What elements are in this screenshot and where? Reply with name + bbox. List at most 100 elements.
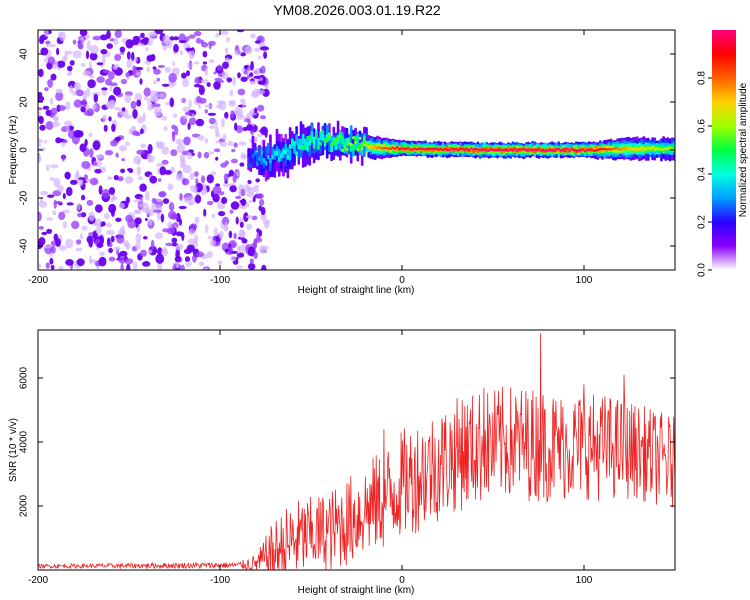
noise-blob: [121, 107, 126, 112]
signal-cell: [548, 149, 552, 152]
signal-cell: [470, 147, 473, 150]
noise-blob: [142, 37, 149, 43]
signal-cell: [358, 142, 362, 150]
signal-cell: [371, 145, 375, 149]
signal-cell: [638, 147, 641, 151]
noise-blob: [135, 240, 141, 251]
signal-cell: [509, 148, 512, 151]
signal-cell: [332, 142, 336, 146]
signal-cell: [432, 147, 436, 150]
noise-blob: [254, 40, 261, 44]
noise-blob: [158, 92, 165, 99]
noise-blob: [209, 117, 216, 125]
noise-blob: [224, 160, 229, 166]
noise-blob: [72, 50, 82, 59]
noise-blob: [147, 143, 153, 154]
noise-blob: [198, 85, 205, 96]
noise-blob: [247, 179, 252, 185]
noise-blob: [157, 64, 165, 69]
noise-blob: [128, 168, 134, 173]
noise-blob: [49, 177, 55, 181]
noise-blob: [114, 53, 122, 62]
signal-cell: [354, 141, 357, 145]
noise-blob: [86, 87, 91, 98]
noise-blob: [198, 105, 202, 109]
signal-cell: [291, 139, 294, 145]
noise-blob: [188, 228, 196, 236]
signal-cell: [295, 151, 298, 156]
signal-cell: [439, 148, 443, 150]
noise-blob: [38, 138, 43, 144]
signal-cell: [304, 145, 307, 150]
noise-blob: [126, 59, 133, 68]
noise-blob: [38, 153, 41, 163]
snr-x-axis-title: Height of straight line (km): [298, 585, 415, 596]
noise-blob: [80, 62, 86, 68]
noise-blob: [223, 173, 229, 182]
noise-blob: [232, 76, 237, 87]
noise-blob: [99, 251, 105, 257]
signal-track: [247, 120, 675, 182]
noise-blob: [234, 122, 238, 131]
signal-cell: [404, 148, 408, 150]
signal-cell: [249, 153, 253, 163]
signal-cell: [465, 148, 469, 150]
signal-cell: [382, 146, 386, 150]
signal-cell: [655, 147, 659, 150]
noise-blob: [174, 125, 179, 136]
noise-blob: [102, 69, 111, 74]
noise-blob: [151, 201, 158, 212]
signal-cell: [487, 150, 491, 152]
noise-blob: [180, 158, 186, 167]
signal-cell: [408, 148, 412, 151]
noise-blob: [95, 154, 105, 159]
spectrogram-y-axis-title: Frequency (Hz): [8, 116, 19, 185]
colorbar-tick-label: 0.2: [697, 215, 708, 229]
signal-cell: [356, 148, 360, 152]
signal-cell: [500, 148, 504, 151]
noise-blob: [65, 101, 71, 111]
signal-cell: [660, 148, 663, 151]
noise-blob: [213, 227, 218, 237]
noise-blob: [158, 191, 166, 198]
signal-cell: [566, 147, 569, 150]
signal-cell: [319, 141, 322, 146]
signal-cell: [585, 149, 589, 152]
y-tick-label: 2000: [19, 494, 30, 517]
noise-blob: [230, 110, 235, 119]
noise-blob: [239, 230, 245, 238]
noise-blob: [77, 39, 83, 49]
signal-cell: [253, 150, 257, 155]
noise-blob: [235, 195, 242, 200]
noise-blob: [100, 49, 108, 55]
noise-blob: [257, 56, 262, 60]
noise-blob: [259, 245, 266, 254]
noise-blob: [194, 194, 202, 204]
signal-cell: [629, 147, 633, 151]
noise-blob: [55, 238, 61, 247]
noise-blob: [179, 218, 182, 226]
noise-blob: [264, 221, 270, 229]
noise-blob: [246, 74, 250, 80]
noise-blob: [69, 179, 78, 185]
signal-cell: [498, 149, 502, 152]
signal-cell: [398, 148, 401, 151]
noise-blob: [41, 231, 48, 236]
signal-cell: [422, 148, 425, 150]
noise-blob: [65, 238, 74, 249]
noise-blob: [181, 178, 190, 186]
noise-blob: [136, 149, 145, 155]
signal-cell: [325, 137, 329, 142]
noise-blob: [234, 49, 242, 56]
signal-cell: [406, 147, 410, 150]
noise-blob: [213, 71, 217, 75]
noise-blob: [200, 79, 209, 84]
noise-blob: [171, 237, 178, 244]
noise-blob: [61, 154, 65, 162]
noise-blob: [116, 234, 125, 244]
noise-blob: [143, 236, 148, 240]
noise-blob: [53, 177, 61, 188]
signal-cell: [601, 148, 604, 151]
colorbar-gradient: [712, 30, 736, 270]
